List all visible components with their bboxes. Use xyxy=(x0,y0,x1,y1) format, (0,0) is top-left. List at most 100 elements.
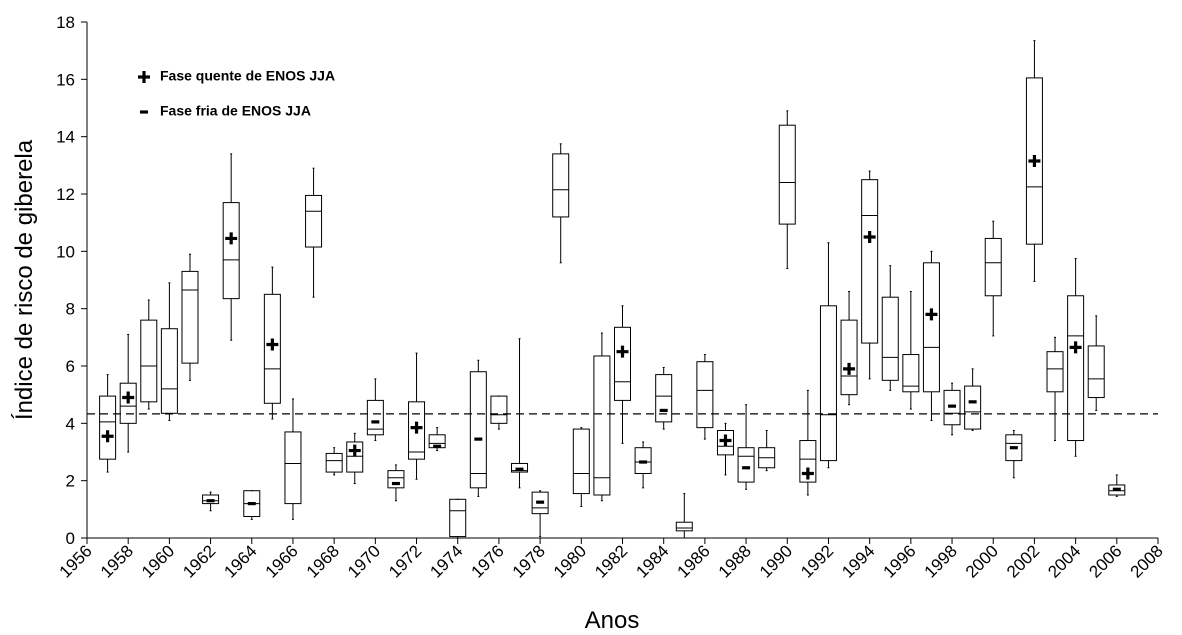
legend-label: Fase quente de ENOS JJA xyxy=(160,68,335,84)
box xyxy=(964,385,982,430)
box xyxy=(655,374,673,423)
x-tick-label: 2008 xyxy=(1127,541,1167,581)
x-tick-label: 1990 xyxy=(756,541,796,581)
box xyxy=(325,452,343,473)
x-tick-label: 1978 xyxy=(509,541,549,581)
box xyxy=(737,447,755,483)
x-tick-label: 1956 xyxy=(56,541,96,581)
legend-label: Fase fria de ENOS JJA xyxy=(160,103,311,119)
box xyxy=(1025,77,1043,245)
box xyxy=(346,441,364,473)
x-tick-label: 1982 xyxy=(591,541,631,581)
x-tick-label: 1976 xyxy=(468,541,508,581)
marker-plus xyxy=(122,391,135,404)
x-tick-label: 1992 xyxy=(797,541,837,581)
box xyxy=(593,355,611,496)
marker-plus xyxy=(925,308,938,321)
y-axis-label: Índice de risco de giberela xyxy=(11,139,38,420)
y-tick-label: 10 xyxy=(56,242,75,261)
marker-plus xyxy=(719,434,732,447)
x-tick-label: 1998 xyxy=(921,541,961,581)
x-tick-label: 1968 xyxy=(303,541,343,581)
box xyxy=(696,361,714,429)
box xyxy=(552,153,570,218)
x-tick-label: 1964 xyxy=(220,541,260,581)
x-tick-label: 1962 xyxy=(179,541,219,581)
box xyxy=(490,395,508,424)
box xyxy=(1067,295,1085,442)
x-tick-label: 1966 xyxy=(262,541,302,581)
marker-plus xyxy=(225,232,238,245)
y-tick-label: 6 xyxy=(66,357,75,376)
y-tick-label: 14 xyxy=(56,128,75,147)
y-tick-label: 16 xyxy=(56,70,75,89)
marker-plus xyxy=(101,430,114,443)
x-tick-label: 1980 xyxy=(550,541,590,581)
y-tick-label: 18 xyxy=(56,13,75,32)
x-tick-label: 1994 xyxy=(838,541,878,581)
marker-plus xyxy=(863,231,876,243)
x-tick-label: 1974 xyxy=(426,541,466,581)
y-tick-label: 4 xyxy=(66,414,75,433)
box xyxy=(1046,351,1064,393)
box xyxy=(634,447,652,475)
x-tick-label: 2004 xyxy=(1044,541,1084,581)
box xyxy=(861,179,879,344)
marker-plus xyxy=(266,338,279,351)
box xyxy=(284,431,302,505)
x-tick-label: 1984 xyxy=(632,541,672,581)
x-tick-label: 1958 xyxy=(97,541,137,581)
box xyxy=(366,399,384,436)
box xyxy=(140,319,158,403)
marker-plus xyxy=(801,467,814,480)
marker-plus xyxy=(348,444,361,457)
box xyxy=(449,498,467,538)
box xyxy=(408,401,426,460)
y-tick-label: 0 xyxy=(66,529,75,548)
x-tick-label: 1972 xyxy=(385,541,425,581)
x-tick-label: 1986 xyxy=(674,541,714,581)
marker-plus xyxy=(410,421,423,434)
x-tick-label: 1988 xyxy=(715,541,755,581)
box xyxy=(511,462,529,473)
marker-plus xyxy=(616,345,629,358)
box xyxy=(881,296,899,381)
box xyxy=(181,270,199,364)
box xyxy=(387,470,405,489)
box xyxy=(160,328,178,414)
box xyxy=(778,124,796,225)
box xyxy=(305,194,323,248)
x-tick-label: 2002 xyxy=(1003,541,1043,581)
box xyxy=(716,430,734,456)
x-tick-label: 1996 xyxy=(879,541,919,581)
marker-plus xyxy=(1028,155,1041,168)
x-tick-label: 1970 xyxy=(344,541,384,581)
box xyxy=(675,521,693,532)
box xyxy=(984,237,1002,297)
x-axis-label: Anos xyxy=(585,607,640,634)
box xyxy=(819,305,837,462)
box xyxy=(469,371,487,489)
x-tick-label: 2000 xyxy=(962,541,1002,581)
y-tick-label: 2 xyxy=(66,472,75,491)
box xyxy=(202,494,220,505)
y-tick-label: 12 xyxy=(56,185,75,204)
box xyxy=(572,428,590,495)
box xyxy=(799,440,817,483)
x-tick-label: 2006 xyxy=(1085,541,1125,581)
box xyxy=(222,202,240,300)
box xyxy=(1005,434,1023,462)
box xyxy=(263,293,281,404)
x-tick-label: 1960 xyxy=(138,541,178,581)
box xyxy=(99,395,117,460)
box xyxy=(614,326,631,401)
box xyxy=(943,389,961,426)
box xyxy=(1087,345,1105,399)
box xyxy=(531,491,549,515)
box xyxy=(119,382,137,424)
box xyxy=(1108,484,1126,496)
y-tick-label: 8 xyxy=(66,300,75,319)
marker-plus xyxy=(1069,341,1082,354)
box xyxy=(902,354,920,393)
